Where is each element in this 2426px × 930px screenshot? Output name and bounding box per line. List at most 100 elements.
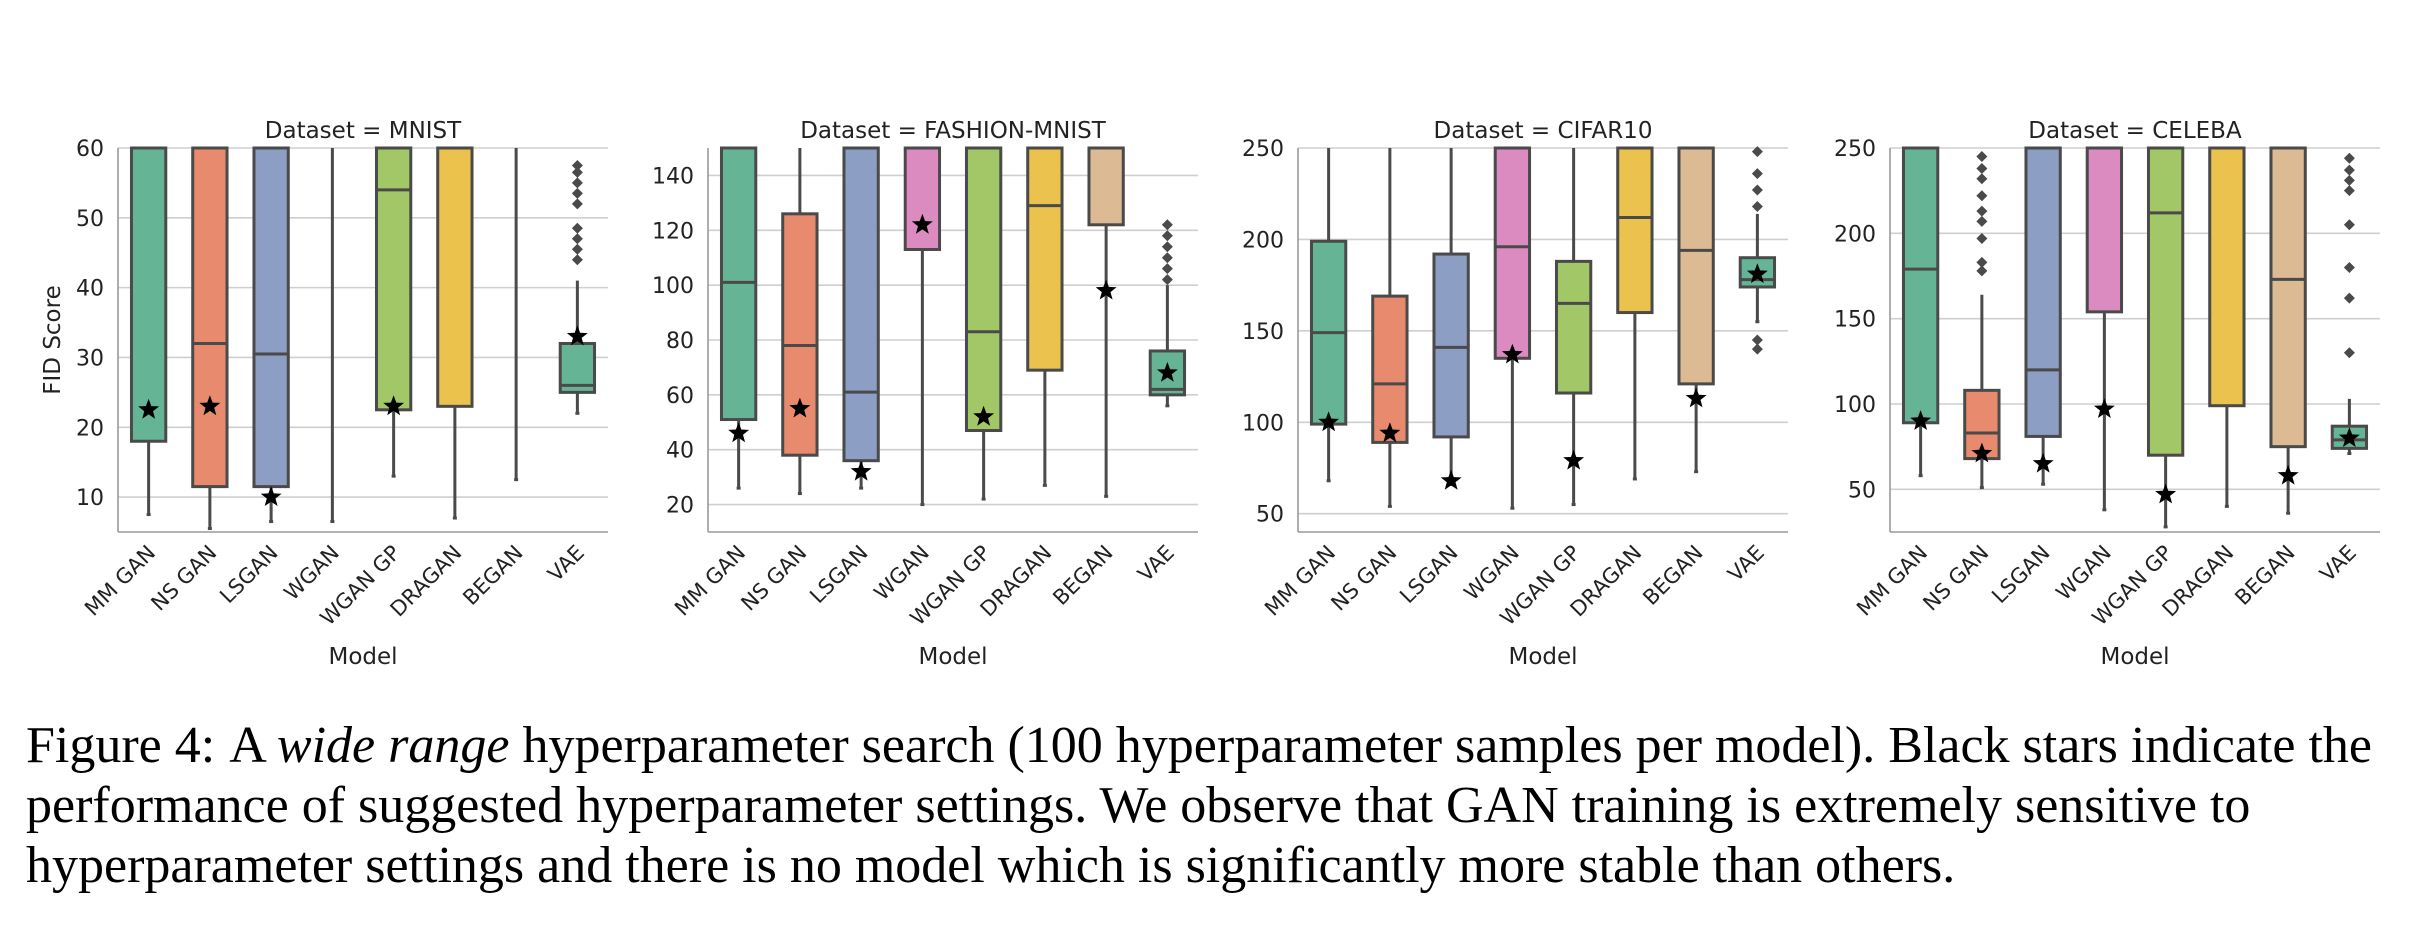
- x-tick-label: MM GAN: [80, 541, 160, 621]
- outlier-vae: [571, 233, 583, 245]
- star-wgan-gp: [973, 405, 995, 426]
- y-tick-label: 200: [1242, 228, 1284, 253]
- panel-mnist: 10 20 30 40 50 60 Dataset = MNIST Model FID Scor…: [40, 118, 608, 670]
- box-lsgan: [2024, 146, 2062, 438]
- x-tick-label: MM GAN: [1852, 541, 1932, 621]
- star-ns-gan: [199, 395, 221, 416]
- outlier-vae: [2343, 152, 2355, 164]
- outlier-vae: [571, 222, 583, 234]
- box-wgan: [1493, 146, 1532, 360]
- caption-lead: Figure 4:: [26, 717, 216, 774]
- y-tick-label: 100: [1242, 411, 1284, 436]
- x-tick-label: LSGAN: [1395, 541, 1462, 608]
- y-axis-label: FID Score: [40, 285, 66, 394]
- outlier-vae: [2343, 185, 2355, 197]
- outlier-ns-gan: [1976, 190, 1988, 202]
- x-tick-label: BEGAN: [1048, 541, 1117, 610]
- outlier-vae: [1161, 274, 1173, 286]
- outlier-vae: [1161, 263, 1173, 275]
- star-lsgan: [2032, 452, 2054, 473]
- panel-title: Dataset = MNIST: [265, 118, 462, 144]
- x-tick-label: VAE: [1133, 541, 1179, 587]
- x-tick-label: NS GAN: [1918, 541, 1993, 616]
- star-ns-gan: [1379, 422, 1401, 443]
- star-began: [1685, 387, 1707, 408]
- outlier-vae: [1751, 343, 1763, 355]
- x-tick-label: LSGAN: [805, 541, 872, 608]
- box-wgan-gp: [374, 146, 413, 412]
- outlier-vae: [571, 187, 583, 199]
- x-tick-label: VAE: [1723, 541, 1769, 587]
- y-tick-label: 100: [652, 274, 694, 299]
- outlier-ns-gan: [1976, 265, 1988, 277]
- star-vae: [1156, 361, 1178, 382]
- y-tick-label: 150: [1834, 308, 1876, 333]
- caption-emphasis: wide range: [276, 717, 510, 774]
- panel-title: Dataset = FASHION-MNIST: [800, 118, 1107, 144]
- star-wgan: [1501, 343, 1523, 364]
- x-tick-label: LSGAN: [1987, 541, 2054, 608]
- x-tick-label: BEGAN: [458, 541, 527, 610]
- box-lsgan: [1432, 252, 1470, 439]
- outlier-ns-gan: [1976, 162, 1988, 174]
- box-wgan: [903, 146, 942, 251]
- y-tick-label: 250: [1834, 137, 1876, 162]
- star-wgan: [911, 213, 933, 234]
- x-axis-label: Model: [328, 644, 397, 670]
- outlier-vae: [571, 166, 583, 178]
- outlier-ns-gan: [1976, 205, 1988, 217]
- y-tick-label: 80: [666, 329, 694, 354]
- star-vae: [566, 325, 588, 346]
- star-wgan: [2093, 398, 2115, 418]
- y-tick-label: 50: [1256, 503, 1284, 528]
- outlier-vae: [2343, 174, 2355, 186]
- panel-title: Dataset = CIFAR10: [1434, 118, 1653, 144]
- star-mm-gan: [138, 398, 160, 419]
- y-tick-label: 20: [666, 494, 694, 519]
- box-mm-gan: [1901, 146, 1940, 425]
- outlier-vae: [571, 159, 583, 171]
- caption-part1: A: [229, 717, 277, 774]
- box-began: [1677, 146, 1715, 386]
- outlier-vae: [1751, 184, 1763, 196]
- outlier-vae: [571, 177, 583, 189]
- x-tick-label: MM GAN: [670, 541, 750, 621]
- y-tick-label: 30: [76, 346, 104, 371]
- x-tick-label: BEGAN: [1638, 541, 1707, 610]
- y-tick-label: 250: [1242, 137, 1284, 162]
- box-lsgan: [842, 146, 880, 463]
- y-tick-label: 60: [76, 137, 104, 162]
- x-tick-label: NS GAN: [1326, 541, 1401, 616]
- star-wgan-gp: [1563, 449, 1585, 470]
- box-ns-gan: [781, 212, 819, 457]
- outlier-vae: [571, 254, 583, 266]
- box-dragan: [1616, 146, 1654, 315]
- panel-cifar10: 50 100 150 200 250 Dataset = CIFAR10 Model MM G…: [1242, 118, 1788, 670]
- figure-4-charts: 10 20 30 40 50 60 Dataset = MNIST Model FID Scor…: [40, 118, 2380, 670]
- box-dragan: [436, 146, 474, 408]
- box-lsgan: [252, 146, 290, 489]
- star-began: [2277, 464, 2299, 485]
- y-tick-label: 200: [1834, 222, 1876, 247]
- star-mm-gan: [1318, 411, 1340, 432]
- outlier-vae: [2343, 261, 2355, 273]
- x-tick-label: LSGAN: [215, 541, 282, 608]
- figure-caption: Figure 4: A wide range hyperparameter sea…: [26, 716, 2406, 896]
- box-wgan: [2085, 146, 2124, 314]
- star-ns-gan: [789, 397, 811, 418]
- y-tick-label: 50: [76, 207, 104, 232]
- outlier-vae: [1161, 252, 1173, 264]
- x-tick-label: MM GAN: [1260, 541, 1340, 621]
- panel-title: Dataset = CELEBA: [2028, 118, 2242, 144]
- star-mm-gan: [1910, 410, 1932, 430]
- star-vae: [2338, 427, 2360, 447]
- x-tick-label: VAE: [2315, 541, 2361, 587]
- outlier-ns-gan: [1976, 173, 1988, 185]
- box-began: [1087, 146, 1125, 227]
- y-tick-label: 40: [76, 277, 104, 302]
- star-ns-gan: [1971, 442, 1993, 463]
- x-axis-label: Model: [1508, 644, 1577, 670]
- y-tick-label: 20: [76, 416, 104, 441]
- box-wgan-gp: [1554, 259, 1593, 395]
- box-wgan-gp: [2146, 146, 2185, 457]
